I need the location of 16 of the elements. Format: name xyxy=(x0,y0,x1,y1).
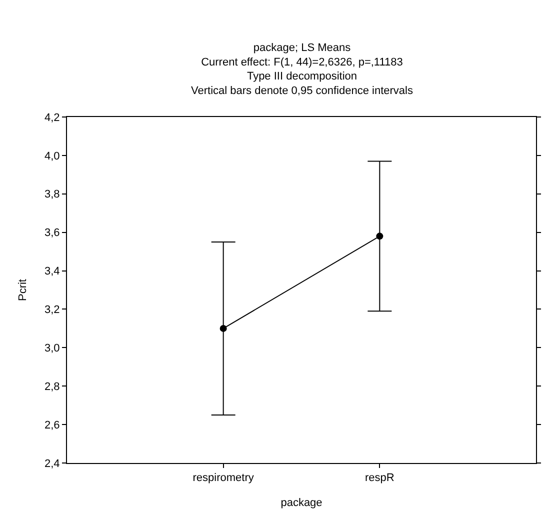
y-tick-label: 2,8 xyxy=(44,380,60,393)
y-axis-title: Pcrit xyxy=(17,279,30,301)
chart-title: package; LS Means xyxy=(253,42,352,54)
y-tick-label: 3,8 xyxy=(44,188,60,201)
y-tick-label: 2,4 xyxy=(44,458,60,470)
y-tick-label: 3,6 xyxy=(44,227,60,240)
y-tick-label: 3,4 xyxy=(44,266,60,278)
x-axis-title: package xyxy=(280,497,322,509)
y-tick-label: 3,0 xyxy=(44,342,60,355)
y-tick-label: 3,2 xyxy=(44,304,60,316)
x-tick-label: respR xyxy=(365,472,394,484)
chart-subtitle: Current effect: F(1, 44)=2,6326, p=,11183 Type III decomposition Vertical bars denote 0,95 confidence intervals xyxy=(191,56,414,97)
y-tick-label: 4,0 xyxy=(44,150,60,162)
y-tick-label: 4,2 xyxy=(44,112,60,124)
x-tick-label: respirometry xyxy=(192,472,254,484)
y-tick-label: 2,6 xyxy=(44,419,60,432)
